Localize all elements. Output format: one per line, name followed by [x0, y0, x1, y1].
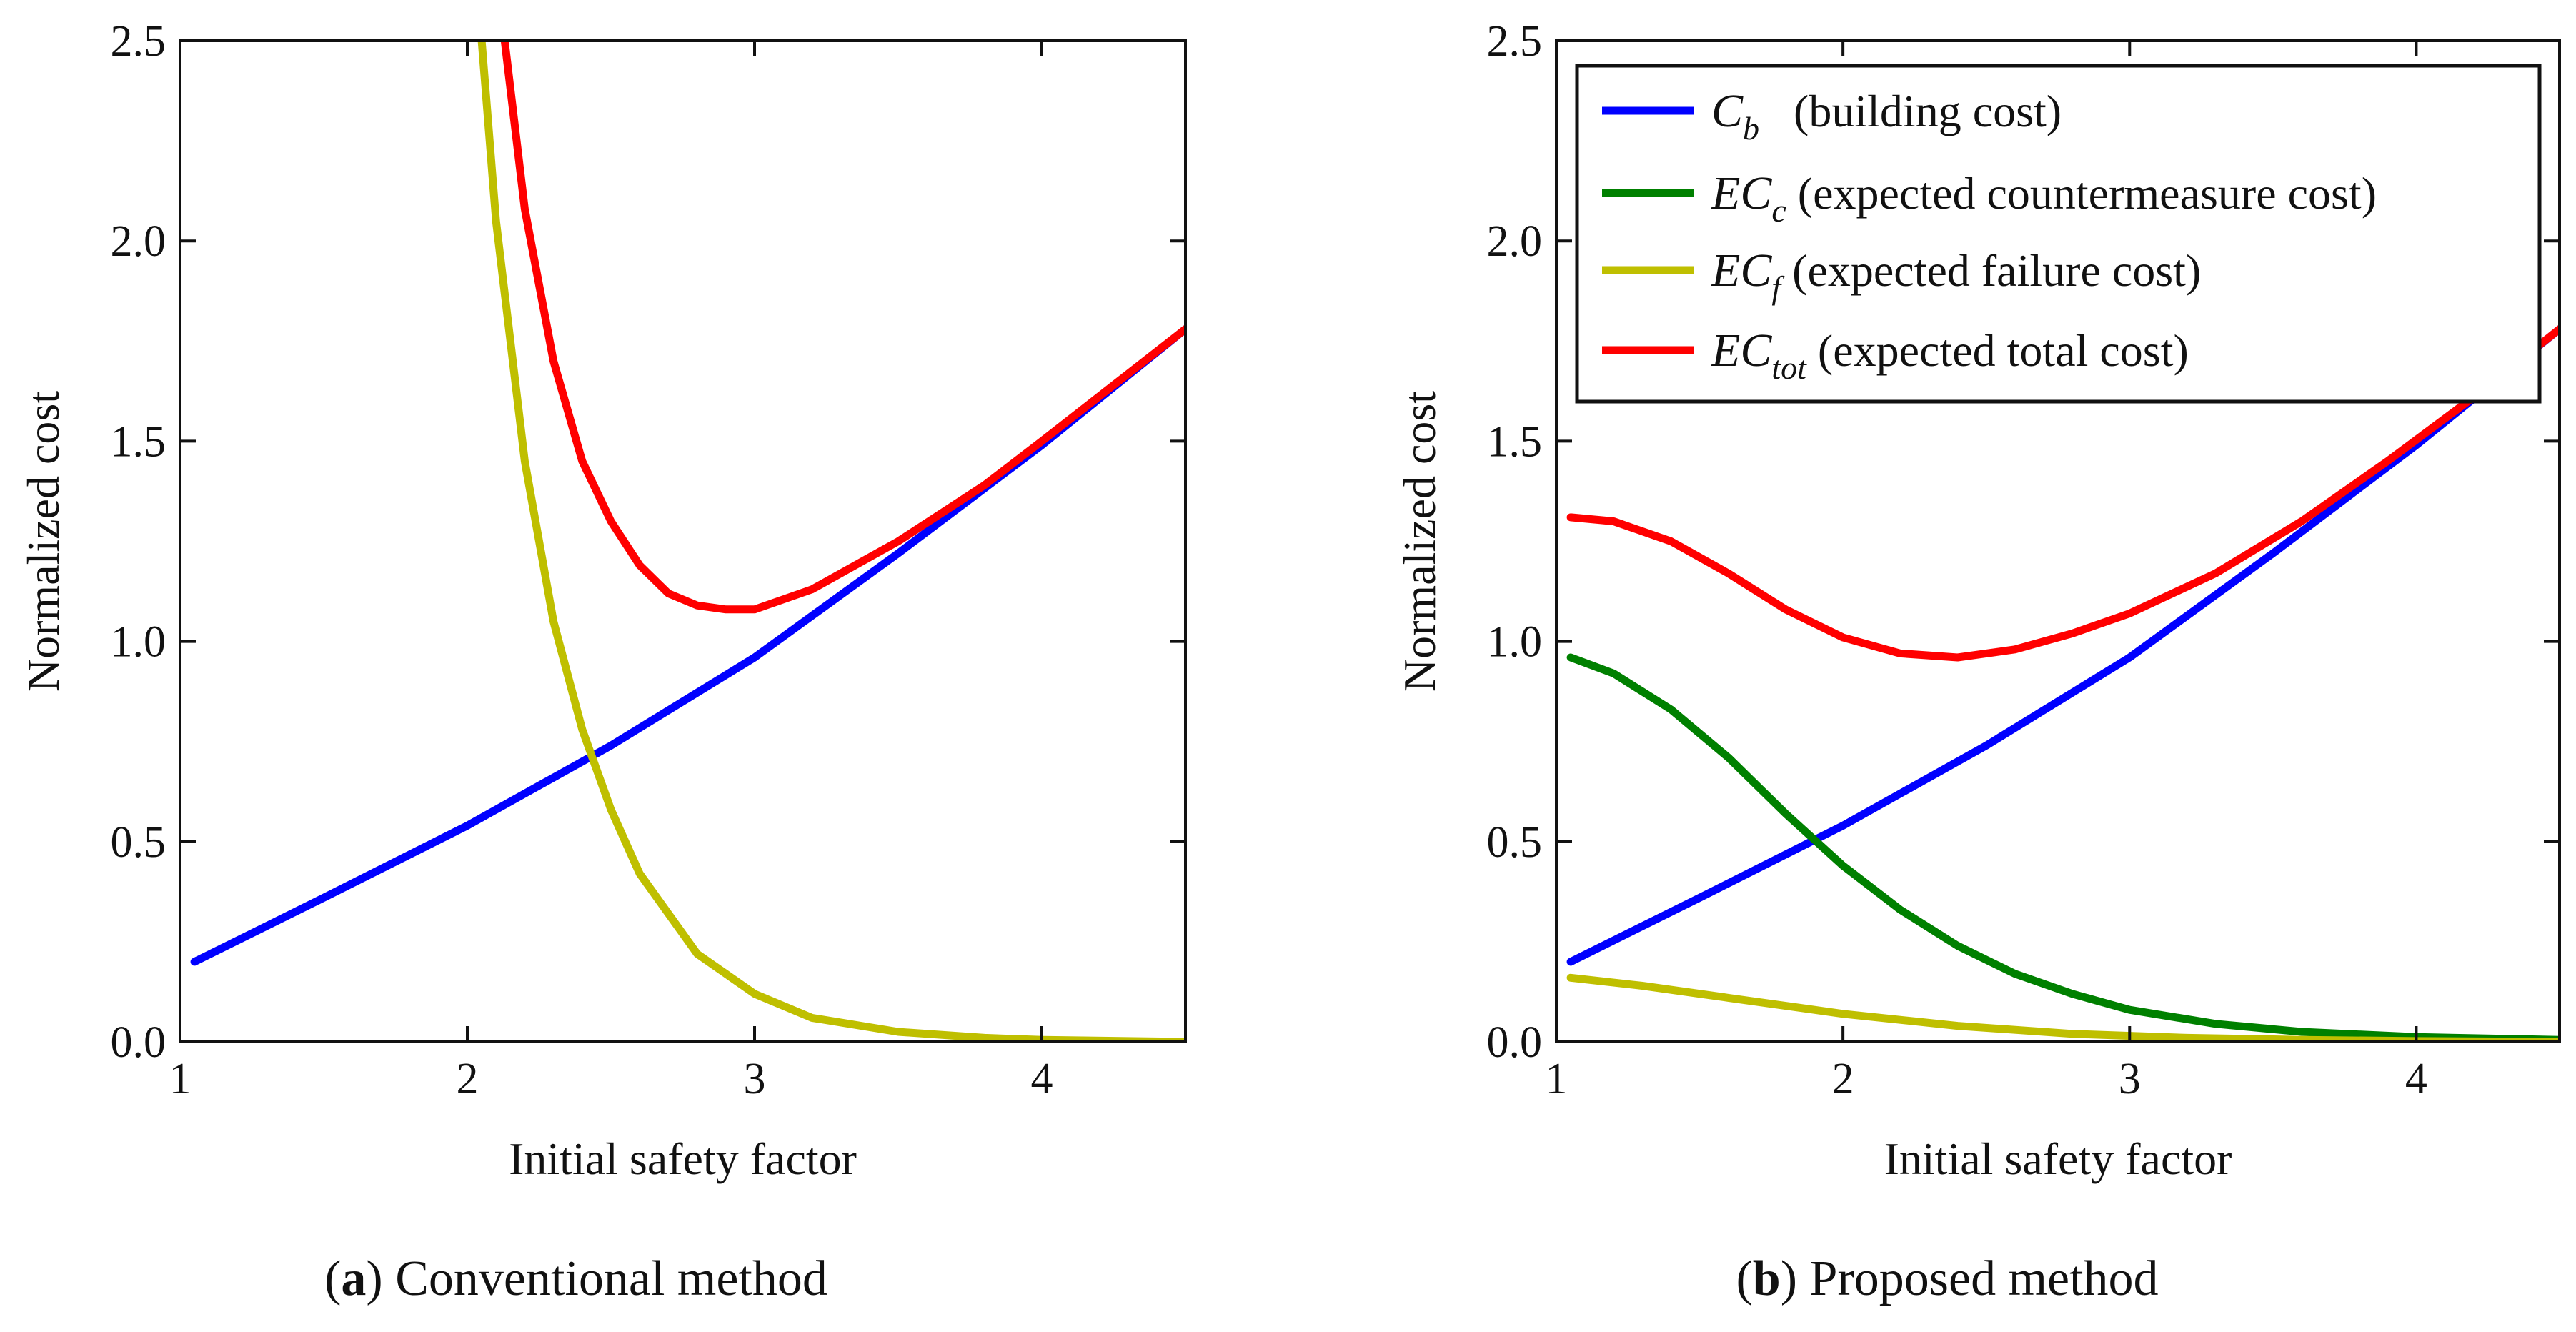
y-tick-label: 2.5 — [1487, 17, 1543, 66]
series-line-c-b — [190, 325, 1185, 966]
y-tick-label: 1.0 — [1487, 618, 1543, 667]
plot-area — [190, 41, 1185, 1042]
y-tick-label: 1.5 — [111, 417, 166, 466]
x-tick-label: 4 — [1031, 1055, 1053, 1103]
y-tick-label: 0.5 — [1487, 818, 1543, 867]
series-line-ec-tot — [1566, 325, 2560, 662]
legend-entry: ECtot (expected total cost) — [1711, 324, 2189, 386]
axes-frame — [179, 39, 1187, 1043]
legend: Cb (building cost) ECc (expected counterm… — [1575, 64, 2542, 404]
y-tick-label: 0.0 — [1487, 1018, 1543, 1067]
series-line-c-b — [1566, 325, 2560, 966]
x-tick-label: 1 — [169, 1055, 192, 1103]
series-line-ec-tot — [500, 41, 1185, 614]
series-line-ec-c — [1566, 653, 2560, 1042]
panel-caption: (a) Conventional method — [324, 1251, 827, 1306]
plot-area — [1566, 325, 2560, 1042]
panel-b: 1 2 3 4 0.0 0.5 1.0 1.5 2.0 2.5 Initial safety fac… — [1394, 17, 2561, 1306]
y-tick-label: 1.0 — [111, 618, 166, 667]
x-axis-label: Initial safety factor — [1884, 1133, 2232, 1184]
legend-entry: ECc (expected countermeasure cost) — [1711, 167, 2377, 229]
y-tick-label: 0.5 — [111, 818, 166, 867]
y-tick-label: 2.0 — [111, 217, 166, 266]
y-axis-label: Normalized cost — [1394, 391, 1445, 692]
axes-frame — [1555, 39, 2561, 1043]
x-tick-label: 3 — [744, 1055, 766, 1103]
x-tick-label: 2 — [457, 1055, 479, 1103]
y-tick-label: 1.5 — [1487, 417, 1543, 466]
legend-entry: Cb (building cost) — [1711, 85, 2062, 146]
x-tick-label: 2 — [1832, 1055, 1854, 1103]
panel-a: 1 2 3 4 0.0 0.5 1.0 1.5 2.0 2.5 Initial safety fac… — [18, 17, 1187, 1306]
series-line-ec-f — [477, 41, 1185, 1042]
x-tick-label: 1 — [1546, 1055, 1568, 1103]
panel-caption: (b) Proposed method — [1736, 1251, 2158, 1306]
y-axis-label: Normalized cost — [18, 391, 69, 692]
y-tick-label: 2.0 — [1487, 217, 1543, 266]
x-tick-label: 4 — [2405, 1055, 2427, 1103]
x-axis-label: Initial safety factor — [509, 1133, 857, 1184]
legend-entry: ECf (expected failure cost) — [1711, 244, 2201, 306]
y-tick-label: 0.0 — [111, 1018, 166, 1067]
x-tick-label: 3 — [2119, 1055, 2141, 1103]
legend-box — [1575, 64, 2542, 404]
y-tick-label: 2.5 — [111, 17, 166, 66]
